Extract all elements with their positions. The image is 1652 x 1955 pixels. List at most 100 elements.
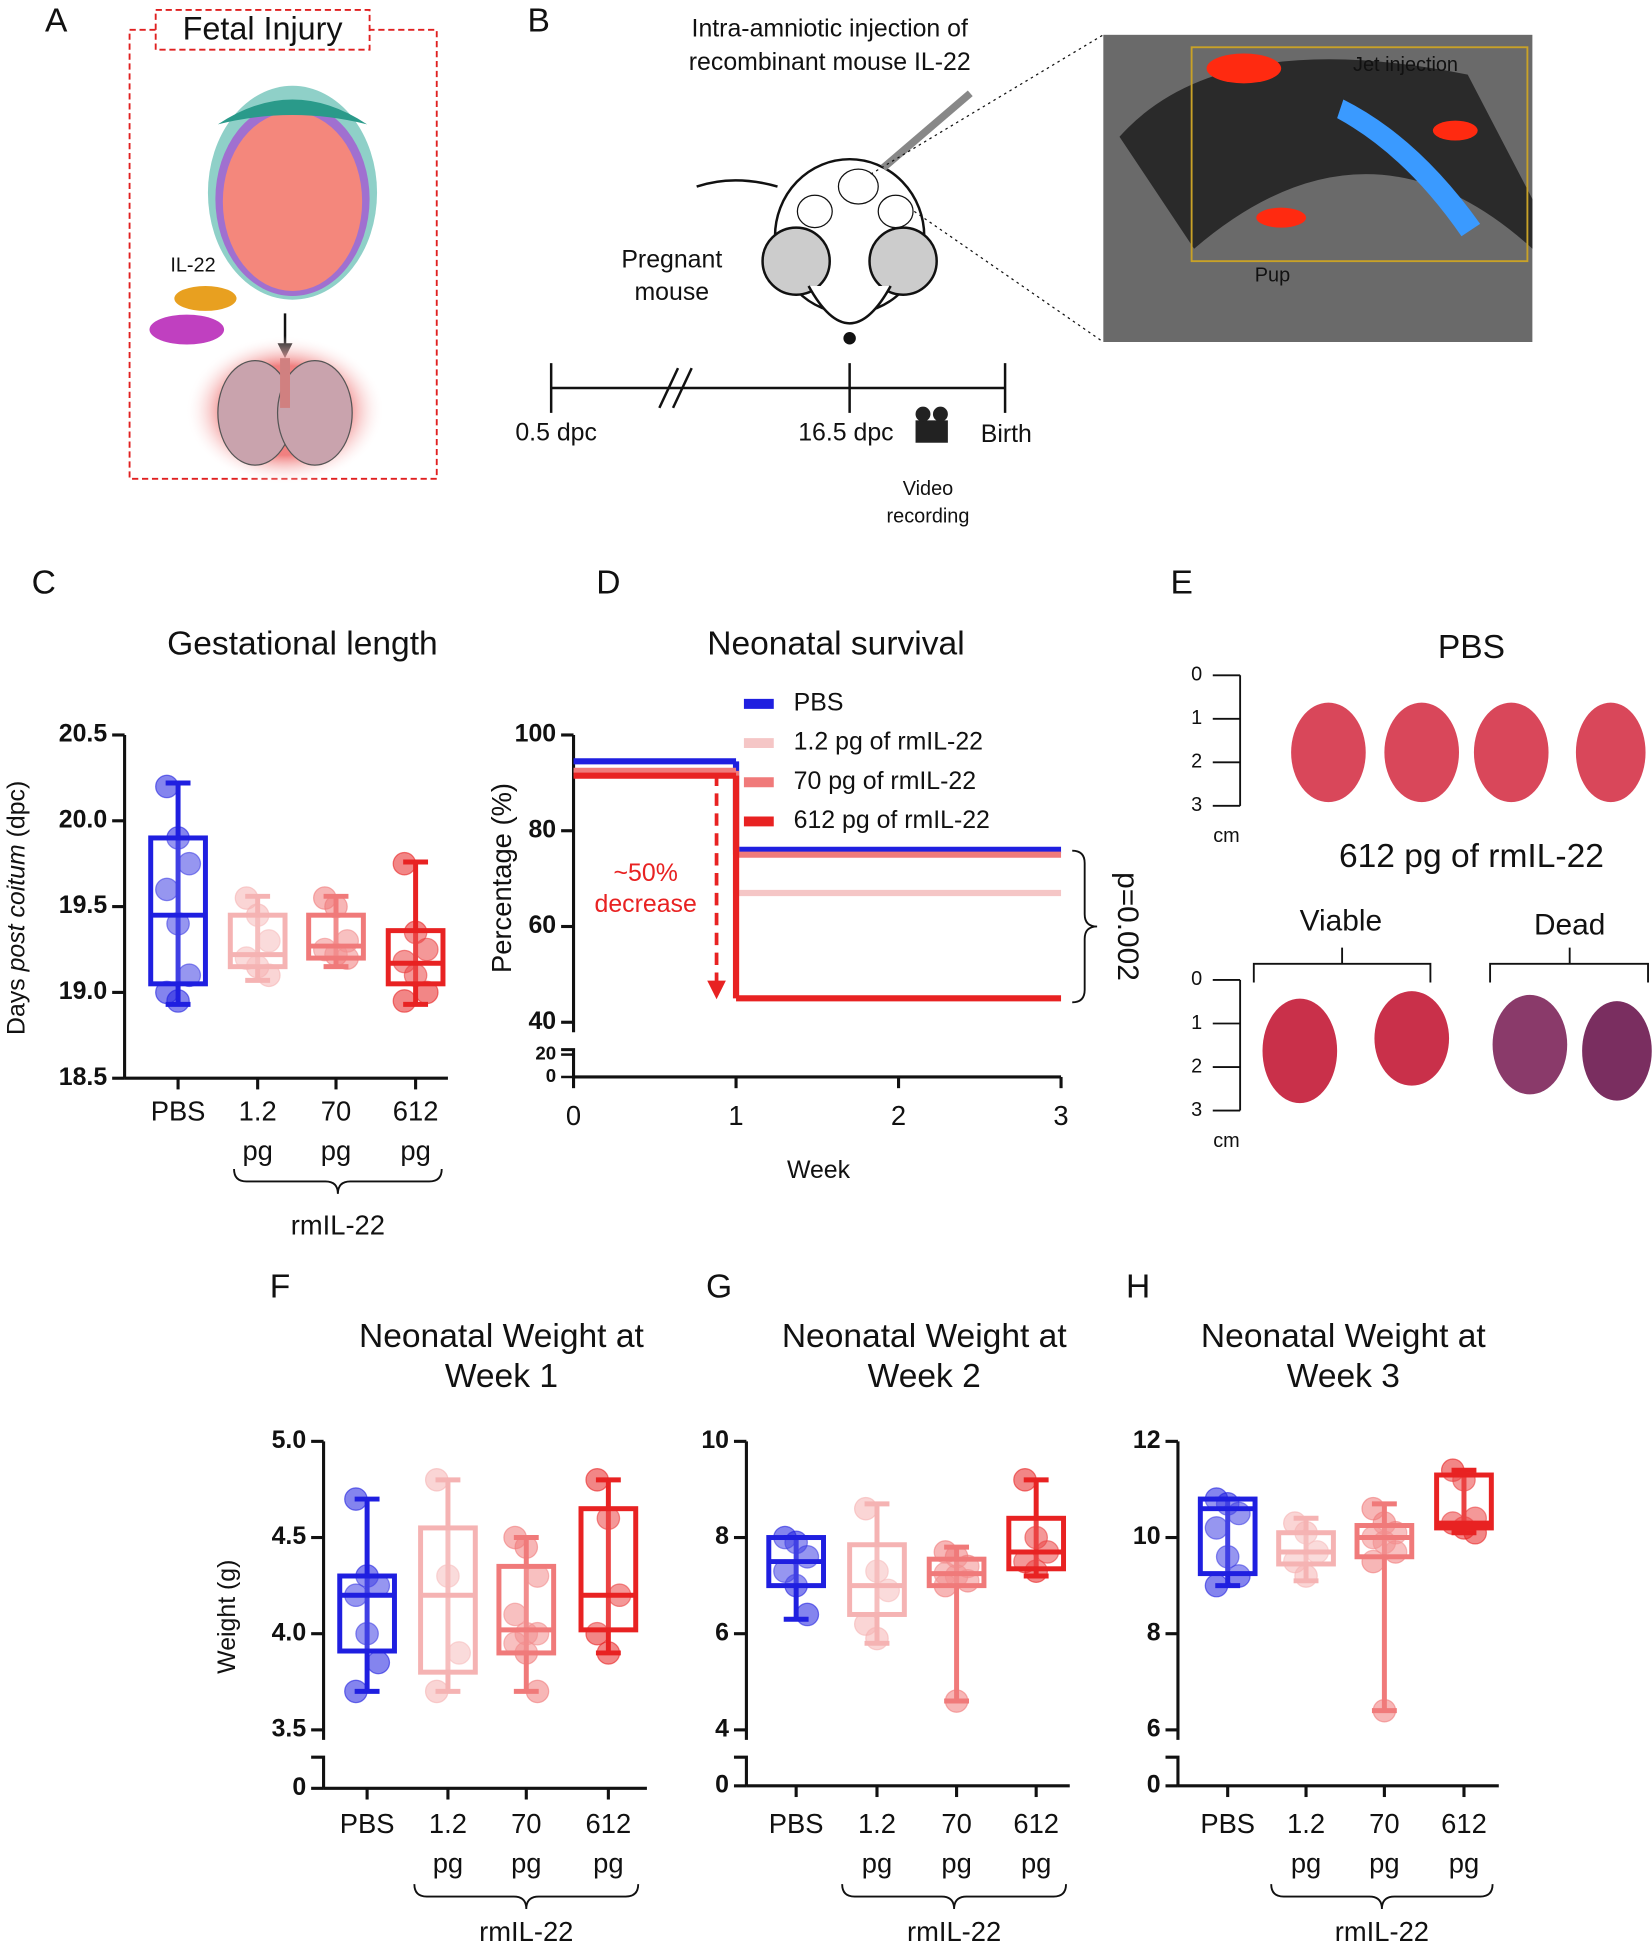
box xyxy=(847,1542,907,1617)
x-tick-label: PBS xyxy=(769,1808,824,1839)
group-label: Viable xyxy=(1300,905,1382,938)
camera xyxy=(915,406,931,422)
pup-sac xyxy=(877,194,914,229)
y-tick-label: 8 xyxy=(1147,1618,1161,1646)
x-tick-label: PBS xyxy=(1200,1808,1255,1839)
scale-label: 1 xyxy=(1191,1012,1202,1034)
pup-photo xyxy=(1473,702,1549,803)
scale-label: 1 xyxy=(1191,707,1202,729)
p-value: p=0.002 xyxy=(1111,872,1144,981)
x-tick-label: 70 xyxy=(941,1808,971,1839)
y-tick-label: 0 xyxy=(1147,1770,1161,1798)
pup-photo xyxy=(1575,702,1646,803)
placenta xyxy=(217,99,368,125)
x-tick-label: 1 xyxy=(728,1100,743,1131)
y-axis-label-part: Weight (g) xyxy=(212,1560,240,1674)
scale-label: 0 xyxy=(1191,664,1202,686)
box xyxy=(227,912,288,970)
box xyxy=(496,1563,557,1656)
data-point xyxy=(795,1602,820,1627)
x-tick-label: 612 xyxy=(586,1808,632,1839)
data-point xyxy=(155,774,179,799)
box xyxy=(1434,1472,1494,1531)
box xyxy=(337,1573,397,1654)
annotation: ~50% xyxy=(614,859,678,887)
x-tick-label: 2 xyxy=(891,1100,906,1131)
y-axis-label-part: (dpc) xyxy=(2,781,30,845)
pup-photo xyxy=(1492,994,1568,1095)
chart-title: Neonatal Weight at xyxy=(359,1318,645,1355)
x-tick-label: 1.2 xyxy=(1287,1808,1325,1839)
bracket xyxy=(1252,947,1432,983)
y-tick-label: 3.5 xyxy=(272,1714,307,1742)
chart-title: Neonatal Weight at xyxy=(782,1318,1068,1355)
chart-title: Week 3 xyxy=(1287,1358,1400,1395)
brace xyxy=(841,1884,1067,1909)
panel-letter: F xyxy=(270,1268,291,1305)
y-tick-label: 5.0 xyxy=(272,1426,307,1454)
chart-title: Gestational length xyxy=(167,625,438,662)
y-tick-label: 0 xyxy=(292,1773,306,1801)
y-tick-label: 20 xyxy=(535,1043,556,1064)
scale-label: 0 xyxy=(1191,968,1202,990)
caption: Video xyxy=(903,478,953,500)
x-tick-label: 3 xyxy=(1053,1100,1068,1131)
box xyxy=(578,1506,639,1633)
bracket xyxy=(1489,947,1649,983)
x-tick-label: pg xyxy=(511,1848,541,1879)
x-tick-label: pg xyxy=(1369,1848,1399,1879)
group-label: rmIL-22 xyxy=(1335,1916,1429,1947)
y-axis-label-part: post coitum xyxy=(2,844,30,972)
group-title: PBS xyxy=(1438,629,1505,666)
y-axis-label: Percentage (%) xyxy=(486,783,517,973)
x-tick-label: pg xyxy=(400,1135,430,1166)
syringe xyxy=(880,90,973,171)
scale-label: 3 xyxy=(1191,1099,1202,1121)
x-tick-label: 1.2 xyxy=(429,1808,467,1839)
x-tick-label: pg xyxy=(862,1848,892,1879)
y-tick-label: 80 xyxy=(528,815,556,843)
timeline-label: Birth xyxy=(981,420,1032,448)
y-tick-label: 0 xyxy=(715,1770,729,1798)
scale-unit: cm xyxy=(1213,825,1240,847)
y-tick-label: 60 xyxy=(528,911,556,939)
legend-label: PBS xyxy=(794,688,844,716)
ultrasound-shadow xyxy=(1119,59,1533,249)
axis-break xyxy=(733,1755,748,1786)
axis-break xyxy=(311,1755,326,1789)
group-title: 612 pg of rmIL-22 xyxy=(1339,838,1604,875)
timeline-break xyxy=(671,367,693,409)
x-axis-label: Week xyxy=(787,1156,851,1184)
panel-a: A Fetal Injury IL-22 xyxy=(45,2,438,486)
data-point xyxy=(392,989,417,1013)
doppler-red xyxy=(1206,53,1282,84)
chart-title: Week 2 xyxy=(868,1358,981,1395)
y-tick-label: 20.0 xyxy=(59,805,107,833)
doppler-blue xyxy=(1337,99,1481,237)
legend-label: 1.2 pg of rmIL-22 xyxy=(794,728,983,756)
x-tick-label: 1.2 xyxy=(858,1808,896,1839)
significance-bracket xyxy=(1072,849,1098,1004)
panel-b: B Intra-amniotic injection of recombinan… xyxy=(515,2,1533,528)
y-axis-label: Weight (g) xyxy=(212,1560,240,1674)
trachea xyxy=(280,358,290,408)
panel-letter: C xyxy=(32,564,56,601)
tail xyxy=(696,179,778,188)
fetus xyxy=(222,111,363,292)
pup-sac xyxy=(837,168,879,205)
zoom-line xyxy=(913,210,1104,343)
x-tick-label: 612 xyxy=(1441,1808,1487,1839)
protein xyxy=(174,286,237,311)
data-point xyxy=(366,1650,391,1675)
protein xyxy=(149,314,225,345)
y-tick-label: 100 xyxy=(515,720,556,748)
ear xyxy=(868,226,938,296)
box xyxy=(148,835,208,987)
legend-label: 612 pg of rmIL-22 xyxy=(794,806,990,834)
group-label: rmIL-22 xyxy=(291,1210,385,1241)
doppler-red xyxy=(1432,120,1478,141)
caption: Pregnant xyxy=(621,246,722,274)
image-label: Pup xyxy=(1255,264,1290,286)
y-tick-label: 18.5 xyxy=(59,1063,108,1091)
y-tick-label: 6 xyxy=(1147,1714,1161,1742)
